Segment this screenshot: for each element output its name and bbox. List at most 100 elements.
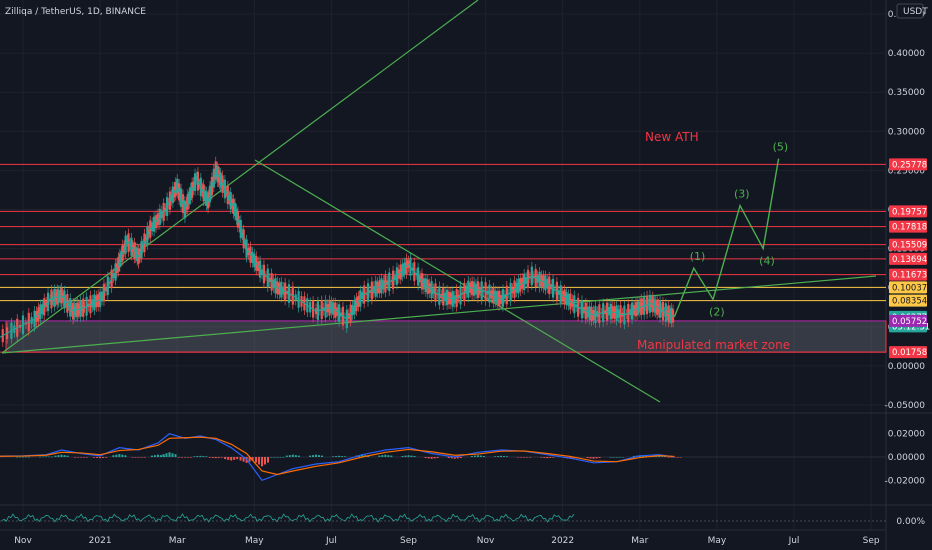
- macd-tick-label: 0.02000: [888, 430, 925, 440]
- macd-bar: [361, 454, 364, 457]
- macd-bar: [121, 454, 124, 457]
- macd-bar: [214, 457, 217, 459]
- macd-bar: [540, 457, 543, 458]
- macd-bar: [48, 456, 51, 458]
- macd-bar: [150, 455, 153, 457]
- macd-bar: [267, 457, 270, 463]
- macd-bar: [459, 457, 462, 459]
- wave-label-4: (4): [759, 255, 775, 268]
- macd-bar: [96, 457, 99, 458]
- macd-bar: [220, 457, 223, 458]
- manipulated-market-zone[interactable]: [5, 320, 887, 353]
- macd-bar: [378, 455, 381, 457]
- macd-bar: [171, 453, 174, 457]
- macd-bar: [288, 455, 291, 457]
- macd-bar: [549, 457, 552, 458]
- macd-bar: [586, 457, 589, 459]
- macd-bar: [667, 457, 670, 458]
- macd-axis[interactable]: 0.02000 0.00000 -0.02000: [885, 430, 926, 487]
- macd-bar: [641, 455, 644, 457]
- macd-bar: [174, 454, 177, 457]
- new-ath-annotation[interactable]: New ATH: [645, 130, 699, 144]
- macd-bar: [153, 455, 156, 457]
- macd-bar: [39, 456, 42, 458]
- trendlines[interactable]: [1, 0, 877, 403]
- macd-bar: [236, 457, 239, 460]
- zone-annotation[interactable]: Manipulated market zone: [637, 338, 790, 352]
- macd-bar: [506, 456, 509, 457]
- macd-bar: [93, 457, 96, 458]
- macd-bar: [279, 457, 282, 458]
- macd-bar: [248, 457, 251, 462]
- price-tag-0.19757: 0.19757: [892, 207, 927, 217]
- macd-bar: [102, 457, 105, 458]
- macd-bar: [205, 456, 208, 457]
- macd-tick-label: -0.02000: [885, 476, 926, 486]
- macd-bar: [612, 457, 615, 458]
- support-trendline[interactable]: [1, 275, 877, 354]
- price-tags: 0.25778 0.19757 0.17818 0.15509 0.13694 0.116…: [889, 158, 930, 359]
- macd-bar: [450, 457, 453, 459]
- macd-bar: [42, 456, 45, 458]
- macd-bar: [51, 456, 54, 458]
- macd-bar: [45, 456, 48, 458]
- macd-bar: [679, 457, 682, 458]
- ascending-trendline[interactable]: [1, 0, 479, 354]
- macd-bar: [208, 457, 211, 458]
- macd-bar: [159, 455, 162, 457]
- macd-bar: [598, 457, 601, 459]
- price-pane[interactable]: [0, 0, 886, 410]
- price-tag-bg: [889, 252, 927, 265]
- macd-bar: [230, 457, 233, 461]
- price-tag-0.08354: 0.08354: [892, 297, 927, 307]
- rsi-axis[interactable]: 0.00%: [896, 517, 925, 527]
- macd-signal-line: [0, 436, 675, 476]
- macd-bar: [317, 455, 320, 457]
- macd-bar: [433, 457, 436, 459]
- macd-bar: [112, 455, 115, 457]
- price-tag-0.10037: 0.10037: [892, 283, 927, 293]
- macd-bar: [430, 457, 433, 459]
- macd-bar: [572, 457, 575, 459]
- macd-bar: [523, 457, 526, 458]
- macd-bar: [479, 455, 482, 457]
- wave-label-1: (1): [690, 250, 706, 263]
- macd-bar: [16, 456, 18, 458]
- macd-bar: [497, 456, 500, 457]
- macd-bar: [115, 454, 118, 457]
- macd-bar: [473, 455, 476, 457]
- descending-trendline[interactable]: [254, 159, 661, 403]
- macd-bar: [676, 457, 679, 458]
- macd-bar: [165, 453, 168, 457]
- zone-rect: [5, 320, 887, 353]
- price-tag-0.01758: 0.01758: [892, 348, 927, 358]
- macd-bar: [482, 455, 485, 457]
- currency-badge[interactable]: [896, 3, 924, 19]
- macd-bar: [661, 456, 664, 457]
- wave-projection-line[interactable]: [673, 158, 780, 317]
- macd-bar: [384, 454, 387, 457]
- time-tick-label: Jul: [788, 536, 800, 546]
- time-tick-label: 2022: [551, 536, 574, 546]
- macd-bar: [239, 457, 242, 461]
- macd-bar: [552, 457, 555, 458]
- macd-bar: [168, 452, 171, 457]
- macd-bar: [618, 457, 621, 458]
- price-tag-0.13694: 0.13694: [892, 255, 927, 265]
- time-tick-label: Sep: [863, 536, 880, 546]
- macd-bar: [332, 456, 335, 457]
- macd-bar: [217, 457, 220, 458]
- macd-bar: [424, 457, 427, 459]
- macd-line: [0, 433, 675, 482]
- time-axis[interactable]: Nov 2021 Mar May Jul Sep Nov 2022 Mar May Jul Sep: [14, 536, 880, 546]
- macd-tick-label: 0.00000: [888, 453, 925, 463]
- macd-bar: [183, 457, 186, 458]
- macd-bar: [447, 457, 450, 459]
- symbol-title[interactable]: Zilliqa / TetherUS, 1D, BINANCE: [5, 7, 146, 17]
- macd-bar: [54, 455, 57, 457]
- price-tag-bg: [889, 294, 927, 307]
- time-tick-label: Mar: [169, 536, 186, 546]
- macd-bar: [453, 457, 456, 459]
- price-tag-bg: [889, 205, 927, 218]
